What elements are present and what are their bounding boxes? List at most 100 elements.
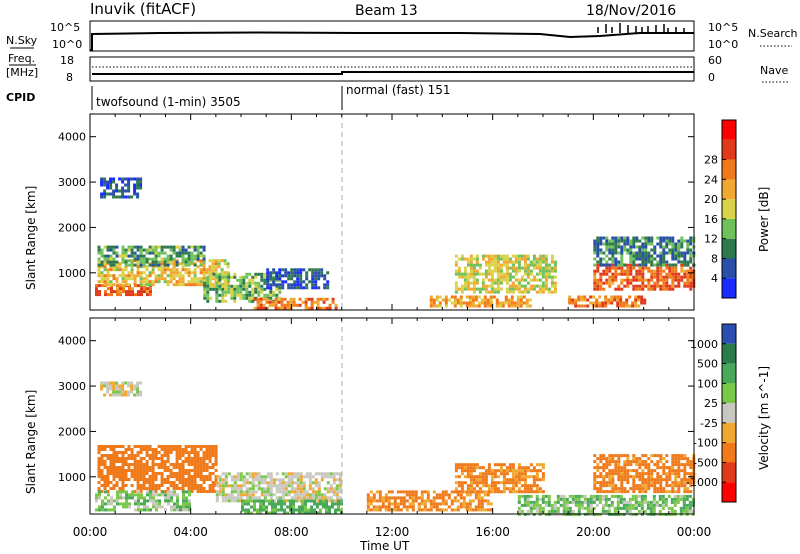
echo-cell [124, 277, 128, 281]
colorbar-swatch [722, 179, 736, 200]
echo-cell [538, 478, 542, 482]
echo-cell [499, 275, 503, 279]
echo-cell [208, 268, 212, 272]
echo-cell [596, 278, 600, 282]
echo-cell [116, 490, 119, 494]
echo-cell [366, 496, 370, 500]
echo-cell [429, 301, 433, 305]
echo-cell [95, 508, 98, 512]
echo-cell [517, 500, 521, 504]
echo-cell [133, 259, 137, 263]
echo-cell [244, 499, 247, 503]
echo-cell [686, 284, 690, 288]
echo-cell [251, 293, 255, 297]
echo-cell [586, 506, 590, 510]
echo-cell [602, 272, 606, 276]
echo-cell [477, 499, 481, 503]
echo-cell [369, 496, 373, 500]
echo-cell [163, 263, 167, 267]
echo-cell [185, 490, 188, 494]
echo-cell [526, 466, 530, 470]
echo-cell [607, 301, 611, 305]
echo-cell [130, 387, 134, 391]
echo-cell [136, 481, 140, 484]
echo-cell [158, 505, 161, 509]
echo-cell [224, 284, 228, 288]
echo-cell [133, 457, 137, 460]
echo-cell [149, 290, 152, 294]
echo-cell [224, 484, 228, 488]
echo-cell [638, 475, 642, 479]
echo-cell [468, 493, 472, 497]
echo-cell [689, 284, 693, 288]
echo-cell [495, 301, 499, 305]
echo-cell [423, 502, 427, 506]
echo-cell [181, 460, 185, 463]
echo-cell [178, 448, 182, 451]
echo-cell [242, 293, 246, 297]
echo-cell [136, 268, 140, 272]
echo-region [517, 494, 695, 516]
echo-cell [520, 266, 524, 270]
echo-cell [221, 481, 225, 485]
echo-cell [541, 266, 545, 270]
echo-cell [193, 457, 197, 460]
echo-cell [517, 494, 521, 498]
echo-cell [631, 304, 635, 308]
echo-cell [295, 303, 299, 307]
echo-cell [160, 463, 164, 466]
echo-cell [302, 286, 306, 290]
echo-cell [469, 490, 473, 494]
echo-cell [257, 496, 261, 500]
echo-cell [115, 263, 119, 267]
echo-cell [689, 272, 693, 276]
echo-cell [253, 502, 256, 506]
echo-cell [148, 280, 152, 284]
echo-cell [640, 494, 644, 498]
echo-cell [169, 268, 173, 272]
echo-cell [614, 257, 618, 261]
echo-cell [98, 284, 101, 288]
echo-cell [466, 466, 470, 470]
echo-cell [137, 496, 140, 500]
echo-cell [508, 287, 512, 291]
echo-cell [634, 298, 638, 302]
echo-cell [510, 295, 514, 299]
echo-cell [596, 245, 600, 249]
echo-cell [260, 272, 264, 276]
echo-cell [287, 481, 291, 485]
echo-cell [673, 494, 677, 498]
colorbar-tick-label: 12 [704, 233, 718, 246]
echo-cell [505, 469, 509, 473]
echo-cell [593, 275, 597, 279]
echo-cell [685, 509, 689, 513]
echo-cell [641, 287, 645, 291]
noise-sky-trace [90, 31, 694, 51]
echo-cell [116, 502, 119, 506]
echo-cell [338, 490, 342, 494]
echo-cell [242, 281, 246, 285]
colorbar-swatch [722, 442, 736, 463]
echo-cell [617, 463, 621, 467]
echo-cell [623, 263, 627, 267]
echo-cell [214, 460, 218, 463]
echo-cell [381, 505, 385, 509]
date-title: 18/Nov/2016 [586, 3, 676, 19]
echo-cell [635, 236, 639, 240]
echo-cell [187, 463, 191, 466]
echo-cell [151, 478, 155, 481]
echo-cell [665, 472, 669, 476]
echo-cell [205, 271, 209, 275]
echo-cell [206, 296, 210, 300]
echo-cell [480, 502, 484, 506]
echo-cell [230, 290, 234, 294]
echo-cell [614, 466, 618, 470]
echo-cell [680, 242, 684, 246]
echo-cell [302, 496, 306, 500]
echo-cell [605, 263, 609, 267]
echo-cell [650, 239, 654, 243]
echo-cell [118, 262, 122, 266]
echo-cell [493, 263, 497, 267]
echo-cell [496, 281, 500, 285]
echo-cell [100, 454, 104, 457]
